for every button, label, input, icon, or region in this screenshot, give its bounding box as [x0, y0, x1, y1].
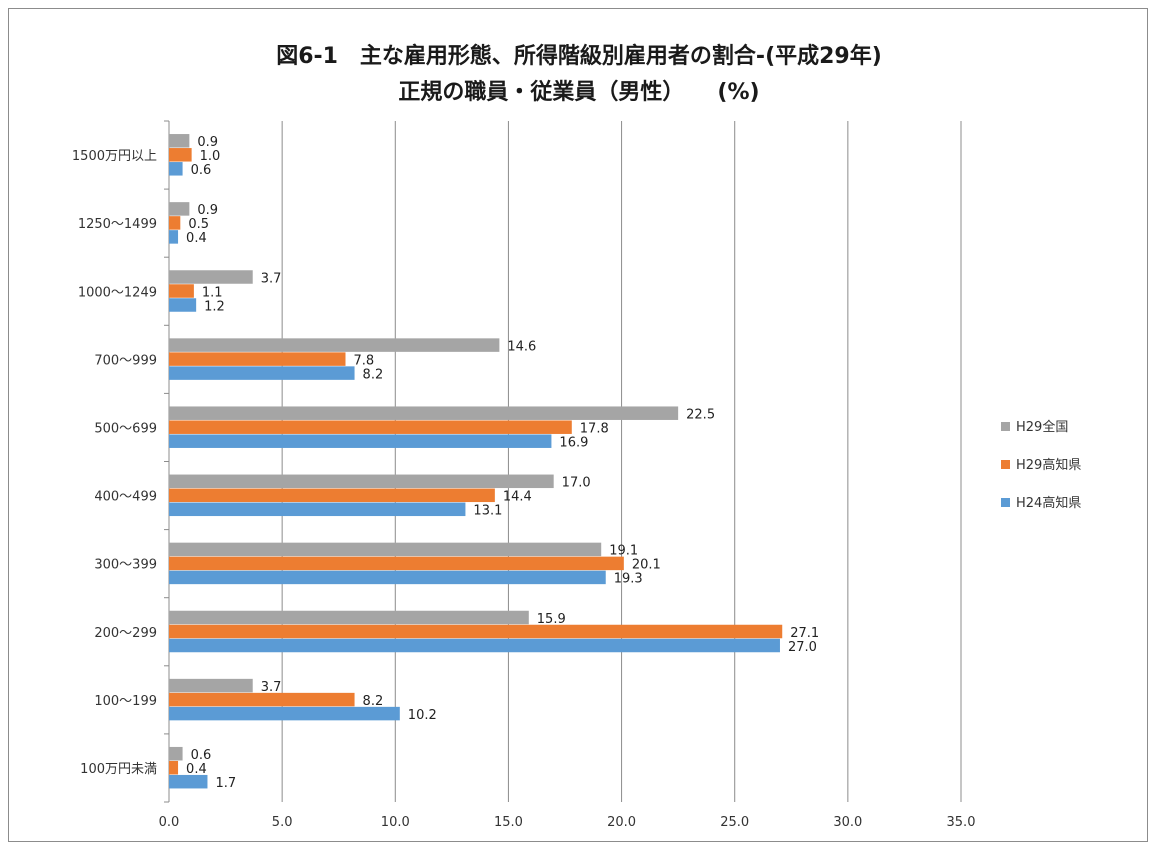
category-label: 1000～1249: [78, 285, 157, 300]
data-label: 0.4: [186, 231, 207, 246]
data-label: 20.1: [632, 558, 661, 573]
x-tick-label: 30.0: [833, 815, 862, 830]
data-label: 1.1: [202, 285, 223, 300]
data-label: 0.9: [197, 135, 218, 150]
bar: [169, 556, 624, 571]
data-label: 17.0: [562, 476, 591, 491]
data-label: 8.2: [363, 367, 384, 382]
bar: [169, 638, 780, 653]
category-label: 200～299: [94, 626, 157, 641]
bar: [169, 202, 190, 216]
category-label: 400～499: [94, 490, 157, 505]
data-label: 14.4: [503, 490, 532, 505]
x-tick-label: 20.0: [607, 815, 636, 830]
bar: [169, 134, 190, 148]
x-tick-label: 35.0: [947, 815, 976, 830]
data-label: 3.7: [261, 680, 282, 695]
bar: [169, 270, 253, 284]
bar: [169, 284, 194, 298]
legend-label: H29高知県: [1016, 457, 1081, 473]
bar: [169, 420, 572, 434]
data-label: 0.5: [188, 217, 209, 232]
bar: [169, 746, 183, 761]
category-label: 1500万円以上: [72, 149, 157, 164]
x-tick-label: 0.0: [159, 815, 180, 830]
bar: [169, 434, 552, 448]
bar: [169, 298, 197, 312]
data-label: 27.1: [790, 626, 819, 641]
x-tick-label: 25.0: [720, 815, 749, 830]
category-label: 500～699: [94, 421, 157, 436]
bar: [169, 488, 495, 503]
legend-swatch: [1001, 498, 1010, 507]
chart-title: 図6-1 主な雇用形態、所得階級別雇用者の割合-(平成29年) 正規の職員・従業…: [9, 39, 1149, 111]
bar: [169, 624, 783, 639]
bar: [169, 774, 208, 789]
chart-title-line-1: 図6-1 主な雇用形態、所得階級別雇用者の割合-(平成29年): [276, 44, 882, 69]
bar: [169, 162, 183, 176]
bar: [169, 406, 679, 420]
category-label: 100万円未満: [80, 762, 157, 777]
bar: [169, 678, 253, 693]
data-label: 0.6: [191, 748, 212, 763]
bar: [169, 148, 192, 162]
bar: [169, 706, 400, 721]
bar: [169, 338, 500, 352]
x-tick-label: 10.0: [381, 815, 410, 830]
data-label: 0.4: [186, 762, 207, 777]
x-tick-label: 5.0: [272, 815, 293, 830]
data-label: 0.9: [197, 203, 218, 218]
category-label: 700～999: [94, 353, 157, 368]
chart-frame: 図6-1 主な雇用形態、所得階級別雇用者の割合-(平成29年) 正規の職員・従業…: [8, 8, 1148, 842]
legend-label: H29全国: [1016, 419, 1068, 435]
category-label: 100～199: [94, 694, 157, 709]
category-label: 1250～1499: [78, 217, 157, 232]
data-label: 15.9: [537, 612, 566, 627]
legend-swatch: [1001, 422, 1010, 431]
data-label: 1.2: [204, 299, 225, 314]
data-label: 13.1: [473, 504, 502, 519]
chart-title-line-2: 正規の職員・従業員（男性） (%): [398, 80, 760, 105]
data-label: 0.6: [191, 163, 212, 178]
legend-swatch: [1001, 460, 1010, 469]
x-tick-label: 15.0: [494, 815, 523, 830]
bar: [169, 760, 179, 775]
data-label: 22.5: [686, 407, 715, 422]
data-label: 3.7: [261, 271, 282, 286]
data-label: 19.3: [614, 572, 643, 587]
bar: [169, 570, 606, 585]
data-label: 10.2: [408, 708, 437, 723]
data-label: 14.6: [507, 339, 536, 354]
bar: [169, 230, 179, 244]
data-label: 1.7: [215, 776, 236, 791]
bar: [169, 610, 529, 625]
bar: [169, 542, 602, 557]
data-label: 17.8: [580, 421, 609, 436]
bar: [169, 216, 181, 230]
bar: [169, 366, 355, 380]
data-label: 8.2: [363, 694, 384, 709]
bar: [169, 474, 554, 489]
category-label: 300～399: [94, 558, 157, 573]
bar: [169, 502, 466, 517]
bar: [169, 692, 355, 707]
data-label: 19.1: [609, 544, 638, 559]
data-label: 1.0: [200, 149, 221, 164]
legend-label: H24高知県: [1016, 495, 1081, 511]
data-label: 27.0: [788, 640, 817, 655]
bar-chart: 0.0 5.0 10.0 15.0 20.0 25.0 30.0 35.0 1500万円以上 0.…: [72, 120, 1081, 830]
data-label: 16.9: [559, 435, 588, 450]
data-label: 7.8: [354, 353, 375, 368]
bar: [169, 352, 346, 366]
